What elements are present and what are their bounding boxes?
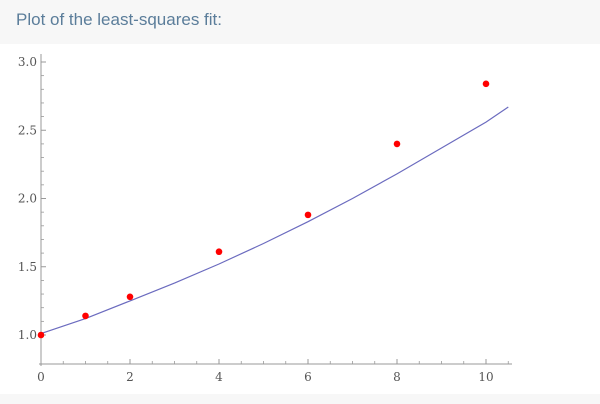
data-point [482,80,490,88]
x-tick-label: 6 [304,370,312,384]
y-tick-label: 2.0 [18,192,37,206]
x-tick-label: 8 [393,370,401,384]
data-points-layer [37,80,490,339]
data-point [126,293,134,301]
y-tick-label: 2.5 [18,123,37,137]
fit-curve-layer [40,106,509,335]
fit-curve [40,106,509,335]
header: Plot of the least-squares fit: [0,0,600,44]
data-point [393,140,401,148]
data-point [304,211,312,219]
data-point [37,331,45,339]
data-point [82,312,89,320]
y-tick-label: 3.0 [18,55,37,69]
data-point [215,248,223,256]
y-tick-label: 1.5 [18,260,37,274]
page-title: Plot of the least-squares fit: [16,10,222,29]
x-tick-label: 0 [37,370,45,384]
bottom-strip [0,394,600,404]
x-tick-label: 4 [215,370,223,384]
x-tick-label: 10 [478,370,493,384]
plot-panel: 1.0 1.5 2.0 2.5 3.0 0 2 4 6 8 10 [0,44,600,394]
y-tick-label: 1.0 [18,328,37,342]
x-tick-label: 2 [126,370,134,384]
least-squares-plot: 1.0 1.5 2.0 2.5 3.0 0 2 4 6 8 10 [18,54,512,384]
axes: 1.0 1.5 2.0 2.5 3.0 0 2 4 6 8 10 [18,54,512,384]
